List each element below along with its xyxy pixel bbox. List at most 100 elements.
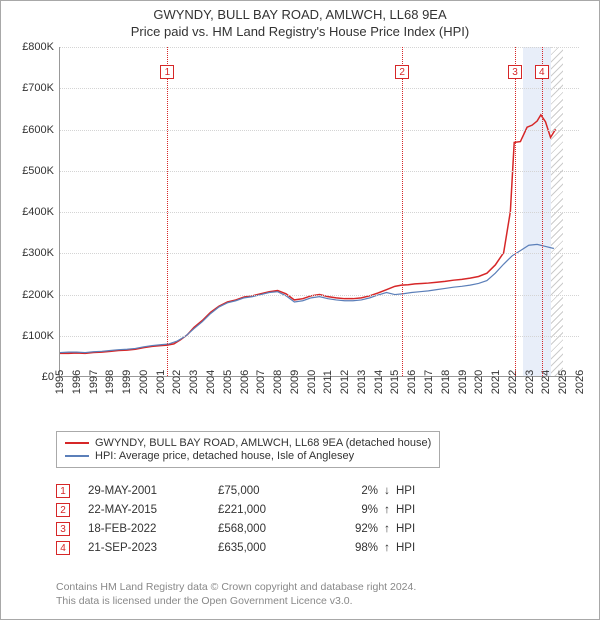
series-line-property: [60, 115, 556, 354]
transaction-suffix: HPI: [396, 542, 436, 554]
y-axis-label: £700K: [22, 82, 54, 94]
chart-container: GWYNDY, BULL BAY ROAD, AMLWCH, LL68 9EA …: [0, 0, 600, 620]
gridline: [60, 88, 579, 89]
y-axis-label: £200K: [22, 289, 54, 301]
transaction-index-box: 2: [56, 503, 70, 517]
event-line: [402, 47, 403, 376]
x-axis-label: 2012: [339, 370, 351, 394]
event-marker: 2: [395, 65, 409, 79]
transaction-date: 22-MAY-2015: [88, 504, 218, 516]
footer-line2: This data is licensed under the Open Gov…: [56, 595, 416, 609]
transaction-index-box: 3: [56, 522, 70, 536]
legend: GWYNDY, BULL BAY ROAD, AMLWCH, LL68 9EA …: [56, 431, 440, 468]
x-axis-label: 2026: [574, 370, 586, 394]
event-line: [515, 47, 516, 376]
x-axis-label: 2016: [406, 370, 418, 394]
event-line: [167, 47, 168, 376]
y-axis-label: £800K: [22, 41, 54, 53]
footer-attribution: Contains HM Land Registry data © Crown c…: [56, 581, 416, 608]
transactions-table: 1 29-MAY-2001 £75,000 2% ↓ HPI 2 22-MAY-…: [56, 479, 436, 560]
x-axis-label: 2022: [507, 370, 519, 394]
x-axis-label: 2020: [473, 370, 485, 394]
x-axis-label: 2015: [389, 370, 401, 394]
gridline: [60, 171, 579, 172]
footer-line1: Contains HM Land Registry data © Crown c…: [56, 581, 416, 595]
x-axis-label: 2001: [155, 370, 167, 394]
legend-row-hpi: HPI: Average price, detached house, Isle…: [65, 450, 431, 462]
x-axis-label: 1996: [71, 370, 83, 394]
x-axis-label: 2021: [490, 370, 502, 394]
legend-label-property: GWYNDY, BULL BAY ROAD, AMLWCH, LL68 9EA …: [95, 437, 431, 449]
x-axis-label: 2007: [255, 370, 267, 394]
transaction-pct: 9%: [328, 504, 378, 516]
x-axis-label: 1995: [54, 370, 66, 394]
event-marker: 1: [160, 65, 174, 79]
x-axis-label: 2010: [306, 370, 318, 394]
legend-swatch-property: [65, 442, 89, 444]
up-arrow-icon: ↑: [378, 504, 396, 516]
table-row: 1 29-MAY-2001 £75,000 2% ↓ HPI: [56, 484, 436, 498]
table-row: 4 21-SEP-2023 £635,000 98% ↑ HPI: [56, 541, 436, 555]
y-axis-label: £500K: [22, 165, 54, 177]
transaction-pct: 98%: [328, 542, 378, 554]
title-subtitle: Price paid vs. HM Land Registry's House …: [5, 24, 595, 39]
x-axis-label: 2004: [205, 370, 217, 394]
title-address: GWYNDY, BULL BAY ROAD, AMLWCH, LL68 9EA: [5, 7, 595, 22]
x-axis-label: 2017: [423, 370, 435, 394]
event-line: [542, 47, 543, 376]
transaction-price: £221,000: [218, 504, 328, 516]
x-axis-label: 2006: [239, 370, 251, 394]
transaction-price: £635,000: [218, 542, 328, 554]
x-axis-label: 2009: [289, 370, 301, 394]
table-row: 3 18-FEB-2022 £568,000 92% ↑ HPI: [56, 522, 436, 536]
gridline: [60, 336, 579, 337]
x-axis-label: 2003: [188, 370, 200, 394]
plot-region: £0£100K£200K£300K£400K£500K£600K£700K£80…: [59, 47, 579, 377]
gridline: [60, 130, 579, 131]
x-axis-label: 2000: [138, 370, 150, 394]
transaction-date: 21-SEP-2023: [88, 542, 218, 554]
x-axis-label: 2013: [356, 370, 368, 394]
transaction-suffix: HPI: [396, 485, 436, 497]
x-axis-label: 2002: [171, 370, 183, 394]
title-block: GWYNDY, BULL BAY ROAD, AMLWCH, LL68 9EA …: [1, 1, 599, 41]
y-axis-label: £400K: [22, 206, 54, 218]
transaction-pct: 92%: [328, 523, 378, 535]
legend-label-hpi: HPI: Average price, detached house, Isle…: [95, 450, 354, 462]
up-arrow-icon: ↑: [378, 523, 396, 535]
event-marker: 3: [508, 65, 522, 79]
transaction-date: 29-MAY-2001: [88, 485, 218, 497]
gridline: [60, 295, 579, 296]
x-axis-label: 1997: [88, 370, 100, 394]
transaction-pct: 2%: [328, 485, 378, 497]
x-axis-label: 2005: [222, 370, 234, 394]
chart-area: £0£100K£200K£300K£400K£500K£600K£700K£80…: [9, 47, 593, 427]
gridline: [60, 212, 579, 213]
x-axis-label: 2014: [373, 370, 385, 394]
y-axis-label: £0: [42, 371, 54, 383]
x-axis-label: 1998: [104, 370, 116, 394]
legend-row-property: GWYNDY, BULL BAY ROAD, AMLWCH, LL68 9EA …: [65, 437, 431, 449]
x-axis-label: 2019: [457, 370, 469, 394]
transaction-price: £75,000: [218, 485, 328, 497]
up-arrow-icon: ↑: [378, 542, 396, 554]
transaction-suffix: HPI: [396, 523, 436, 535]
transaction-suffix: HPI: [396, 504, 436, 516]
transaction-date: 18-FEB-2022: [88, 523, 218, 535]
table-row: 2 22-MAY-2015 £221,000 9% ↑ HPI: [56, 503, 436, 517]
x-axis-label: 2018: [440, 370, 452, 394]
transaction-index-box: 4: [56, 541, 70, 555]
gridline: [60, 253, 579, 254]
y-axis-label: £100K: [22, 330, 54, 342]
x-axis-label: 2011: [322, 370, 334, 394]
x-axis-label: 2008: [272, 370, 284, 394]
x-axis-label: 2025: [557, 370, 569, 394]
gridline: [60, 47, 579, 48]
legend-swatch-hpi: [65, 455, 89, 457]
y-axis-label: £600K: [22, 124, 54, 136]
event-marker: 4: [535, 65, 549, 79]
y-axis-label: £300K: [22, 247, 54, 259]
x-axis-label: 2023: [524, 370, 536, 394]
down-arrow-icon: ↓: [378, 485, 396, 497]
x-axis-label: 1999: [121, 370, 133, 394]
